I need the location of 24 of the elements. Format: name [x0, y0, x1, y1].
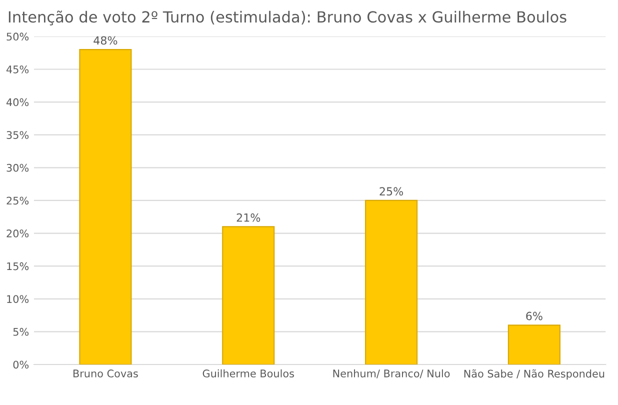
bar — [364, 200, 418, 364]
y-tick-label: 10% — [7, 295, 29, 303]
x-tick-label: Bruno Covas — [74, 370, 138, 378]
y-tick-label: 30% — [6, 164, 29, 172]
y-tick-label: 0% — [13, 360, 29, 369]
y-tick-label: 25% — [6, 196, 29, 205]
bar — [222, 226, 275, 364]
bar — [79, 49, 132, 364]
data-label: 25% — [380, 187, 404, 196]
y-tick-label: 20% — [6, 230, 29, 238]
data-label: 21% — [236, 213, 260, 222]
x-tick-label: Não Sabe / Não Respondeu — [464, 369, 604, 380]
y-tick-label: 40% — [6, 98, 29, 106]
y-tick-label: 5% — [13, 328, 29, 336]
data-label: 48% — [94, 36, 118, 45]
y-tick-label: 15% — [7, 262, 29, 270]
y-tick-label: 45% — [6, 65, 29, 74]
x-tick-label: Nenhum/ Branco/ Nulo — [333, 369, 450, 378]
x-tick-label: Guilherme Boulos — [202, 369, 294, 378]
y-tick-label: 50% — [6, 32, 29, 41]
y-tick-label: 35% — [6, 131, 29, 139]
data-label: 6% — [526, 312, 542, 320]
chart-title: Intenção de voto 2º Turno (estimulada): Bruno Covas x Guilherme Boulos — [8, 10, 566, 26]
bar — [508, 324, 560, 364]
